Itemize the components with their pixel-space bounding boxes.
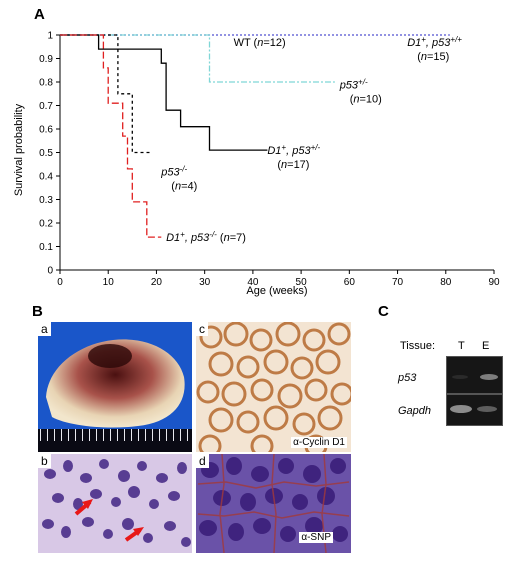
annotation-n-d1_p53_pp: (n=15) xyxy=(417,51,449,63)
panel-label-b: B xyxy=(32,303,43,320)
micrograph-c-cyclin-d1: c α-Cyclin D1 xyxy=(196,322,351,452)
annotation-wt: WT (n=12) xyxy=(234,37,286,49)
annotation-d1_p53_het: D1+, p53+/- xyxy=(267,143,320,158)
gel-lane-e-label: E xyxy=(482,340,490,352)
he-stain-image xyxy=(38,454,192,553)
gross-tumor-image xyxy=(38,339,192,452)
gel-row-p53-label: p53 xyxy=(398,372,417,384)
micrograph-a-label: a xyxy=(38,322,51,336)
gapdh-band-image xyxy=(447,395,502,425)
x-tick-label: 70 xyxy=(392,277,404,288)
panel-label-a: A xyxy=(34,6,45,23)
series-line-d1_p53_null xyxy=(60,34,162,238)
annotation-n-d1_p53_het: (n=17) xyxy=(277,159,309,171)
annotation-n-p53_het: (n=10) xyxy=(350,93,382,105)
chart-axes: 0 10 20 30 40 50 60 70 80 90 0 0.1 0.2 0.3 0.4 0.5 0.6 0.… xyxy=(39,31,500,289)
annotation-n-p53_null: (n=4) xyxy=(171,180,197,192)
y-tick-label: 0.9 xyxy=(39,54,53,65)
gel-row-gapdh-label: Gapdh xyxy=(398,405,432,417)
x-tick-label: 90 xyxy=(488,277,500,288)
gel-band-p53 xyxy=(446,356,503,394)
cyclin-d1-label: α-Cyclin D1 xyxy=(291,437,347,448)
y-tick-label: 0 xyxy=(47,266,53,277)
survival-chart: 0 10 20 30 40 50 60 70 80 90 0 0.1 0.2 0.3 0.4 0.5 0.6 0.… xyxy=(13,31,500,298)
annotation-d1_p53_pp: D1+, p53+/+ xyxy=(407,35,462,50)
micrograph-d-label: d xyxy=(196,454,209,468)
x-tick-label: 50 xyxy=(296,277,308,288)
series-line-p53_null xyxy=(60,34,152,154)
p53-band-image xyxy=(447,357,502,393)
micrograph-d-snp: d α-SNP xyxy=(196,454,351,553)
x-tick-label: 20 xyxy=(151,277,163,288)
y-tick-label: 0.8 xyxy=(39,78,53,89)
gel-band-gapdh xyxy=(446,394,503,426)
x-tick-label: 10 xyxy=(103,277,115,288)
y-tick-label: 0.1 xyxy=(39,242,53,253)
micrograph-b-label: b xyxy=(38,454,51,468)
y-tick-label: 1 xyxy=(47,31,53,42)
y-axis-label: Survival probability xyxy=(13,103,25,196)
y-tick-label: 0.5 xyxy=(39,148,53,159)
cyclin-d1-stain-image xyxy=(196,322,351,452)
x-tick-label: 60 xyxy=(344,277,356,288)
x-tick-label: 0 xyxy=(57,277,63,288)
y-tick-label: 0.3 xyxy=(39,195,53,206)
y-tick-label: 0.2 xyxy=(39,219,53,230)
annotation-p53_null: p53-/- xyxy=(160,164,187,179)
chart-annotations: WT (n=12) D1+, p53+/+(n=15) p53+/-(n=10) D1… xyxy=(160,35,462,245)
y-tick-label: 0.6 xyxy=(39,125,53,136)
annotation-p53_het: p53+/- xyxy=(339,77,368,92)
y-tick-label: 0.4 xyxy=(39,172,53,183)
micrograph-a-gross-tumor: a xyxy=(38,322,192,452)
x-tick-label: 40 xyxy=(247,277,259,288)
series-line-d1_p53_het xyxy=(60,34,268,151)
gel-tissue-label: Tissue: xyxy=(400,340,436,352)
micrograph-b-he-stain: b xyxy=(38,454,192,553)
y-tick-label: 0.7 xyxy=(39,101,53,112)
snp-label: α-SNP xyxy=(299,532,333,543)
x-tick-label: 80 xyxy=(440,277,452,288)
panel-label-c: C xyxy=(378,303,389,320)
x-tick-label: 30 xyxy=(199,277,211,288)
annotation-d1_p53_null: D1+, p53-/- (n=7) xyxy=(166,230,246,245)
micrograph-c-label: c xyxy=(196,322,208,336)
x-axis-label: Age (weeks) xyxy=(246,285,307,297)
series-line-p53_het xyxy=(60,34,335,83)
gel-lane-t-label: T xyxy=(458,340,465,352)
chart-series xyxy=(60,34,451,238)
